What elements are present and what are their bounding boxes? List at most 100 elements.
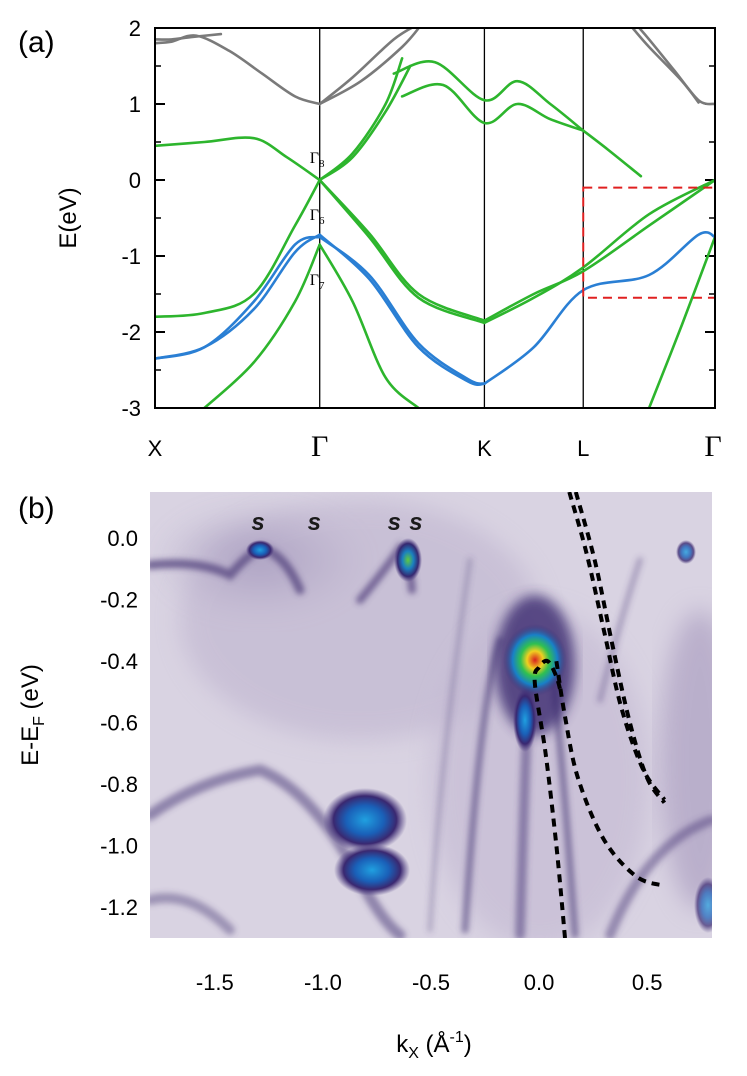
y-tick-label: -1 — [121, 244, 141, 269]
haze — [180, 500, 540, 740]
surface-state-mark: s — [308, 509, 321, 536]
gamma-subscript: 7 — [319, 280, 325, 292]
band-valence — [483, 178, 715, 322]
band-streaks — [150, 541, 712, 938]
ylabel-sub: F — [31, 716, 48, 726]
energy-tick-label: 0.0 — [107, 526, 138, 551]
gamma-symbol: Γ — [310, 150, 319, 167]
xlabel-unit: (Å — [419, 1030, 450, 1058]
band-valence — [203, 243, 321, 408]
edge-spot — [694, 877, 712, 933]
arpes-intensity-map — [150, 492, 712, 938]
dashed-curve — [532, 658, 567, 938]
k-point-label: Γ — [311, 430, 328, 463]
band-upper — [637, 28, 715, 106]
band-split-off — [318, 235, 486, 385]
y-tick-label: 2 — [129, 16, 141, 41]
band-upper — [155, 32, 223, 41]
dashed-curve — [573, 492, 667, 804]
band-valence — [318, 64, 412, 182]
highlight-box — [582, 186, 716, 299]
k-point-label: K — [477, 436, 492, 461]
band-valence — [155, 178, 321, 319]
momentum-tick-label: -1.0 — [304, 970, 342, 995]
k-point-label: L — [577, 436, 589, 461]
band-valence — [647, 235, 715, 408]
momentum-tick-label: 0.5 — [632, 970, 663, 995]
y-tick-label: -2 — [121, 320, 141, 345]
gamma-subscript: 6 — [319, 215, 325, 227]
band-valence — [155, 136, 321, 182]
energy-tick-label: -1.0 — [100, 834, 138, 859]
energy-tick-label: -0.8 — [100, 772, 138, 797]
gamma-symbol: Γ — [310, 272, 319, 289]
panel-a-label: (a) — [18, 26, 55, 59]
band-upper — [318, 28, 415, 106]
high-symmetry-lines — [319, 28, 584, 408]
momentum-tick-label: -1.5 — [196, 970, 234, 995]
gamma-label: Γ7 — [310, 272, 325, 292]
band-split-off — [155, 235, 321, 360]
k-point-label: Γ — [704, 430, 721, 463]
dashed-theory-curves — [532, 492, 667, 938]
band-curves — [155, 28, 715, 408]
band-valence — [483, 178, 715, 325]
band-valence — [318, 243, 420, 408]
ylabel-unit: (eV) — [17, 664, 44, 716]
panel-a-frame — [154, 27, 716, 409]
band-upper — [631, 28, 700, 104]
band-valence — [400, 82, 585, 132]
surface-state-mark: s — [388, 509, 401, 536]
surface-state-mark: s — [251, 509, 264, 536]
gamma-label: Γ8 — [310, 150, 325, 170]
band-valence — [318, 178, 486, 325]
gamma-label: Γ6 — [310, 207, 325, 227]
ylabel-main: E-E — [17, 726, 44, 766]
band-valence — [318, 178, 486, 322]
y-tick-label: 1 — [129, 92, 141, 117]
energy-tick-label: -1.2 — [100, 895, 138, 920]
energy-tick-label: -0.6 — [100, 711, 138, 736]
band-valence — [581, 129, 643, 178]
surface-state-spot — [676, 540, 696, 564]
haze — [660, 610, 712, 910]
energy-ticks: 0.0 -0.2 -0.4 -0.6 -0.8 -1.0 -1.2 — [100, 526, 138, 920]
gamma-subscript: 8 — [319, 158, 325, 170]
momentum-tick-label: -0.5 — [412, 970, 450, 995]
arpes-panel: (b) — [17, 492, 712, 1062]
energy-tick-label: -0.2 — [100, 588, 138, 613]
surface-state-spot — [394, 538, 422, 582]
y-tick-label: -3 — [121, 396, 141, 421]
momentum-ticks: -1.5 -1.0 -0.5 0.0 0.5 — [196, 970, 663, 995]
energy-tick-label: -0.4 — [100, 649, 138, 674]
band-valence — [392, 60, 585, 132]
momentum-axis-label: kX (Å-1) — [396, 1029, 472, 1062]
xlabel-main: k — [396, 1031, 409, 1058]
band-upper — [318, 28, 421, 106]
band-split-off — [483, 231, 715, 385]
xlabel-sub: X — [408, 1045, 419, 1062]
band-maximum-intensity — [503, 624, 567, 696]
k-point-label: X — [148, 436, 163, 461]
split-off-spot-upper — [323, 788, 407, 852]
binding-energy-axis-label: E-EF (eV) — [17, 664, 48, 766]
momentum-tick-label: 0.0 — [524, 970, 555, 995]
xlabel-sup: -1 — [450, 1029, 464, 1046]
band-split-off — [155, 233, 321, 360]
surface-state-spot — [246, 540, 274, 560]
xlabel-close: ) — [464, 1031, 472, 1058]
panel-b-label: (b) — [18, 492, 55, 525]
energy-axis-ticks: 2 1 0 -1 -2 -3 — [121, 16, 715, 421]
band-maximum-tail — [513, 688, 537, 752]
band-valence — [318, 57, 404, 182]
gamma-symbol: Γ — [310, 207, 319, 224]
energy-axis-label: E(eV) — [55, 187, 82, 248]
band-upper — [155, 34, 321, 106]
split-off-spot-lower — [334, 844, 410, 896]
surface-state-mark: s — [409, 509, 422, 536]
